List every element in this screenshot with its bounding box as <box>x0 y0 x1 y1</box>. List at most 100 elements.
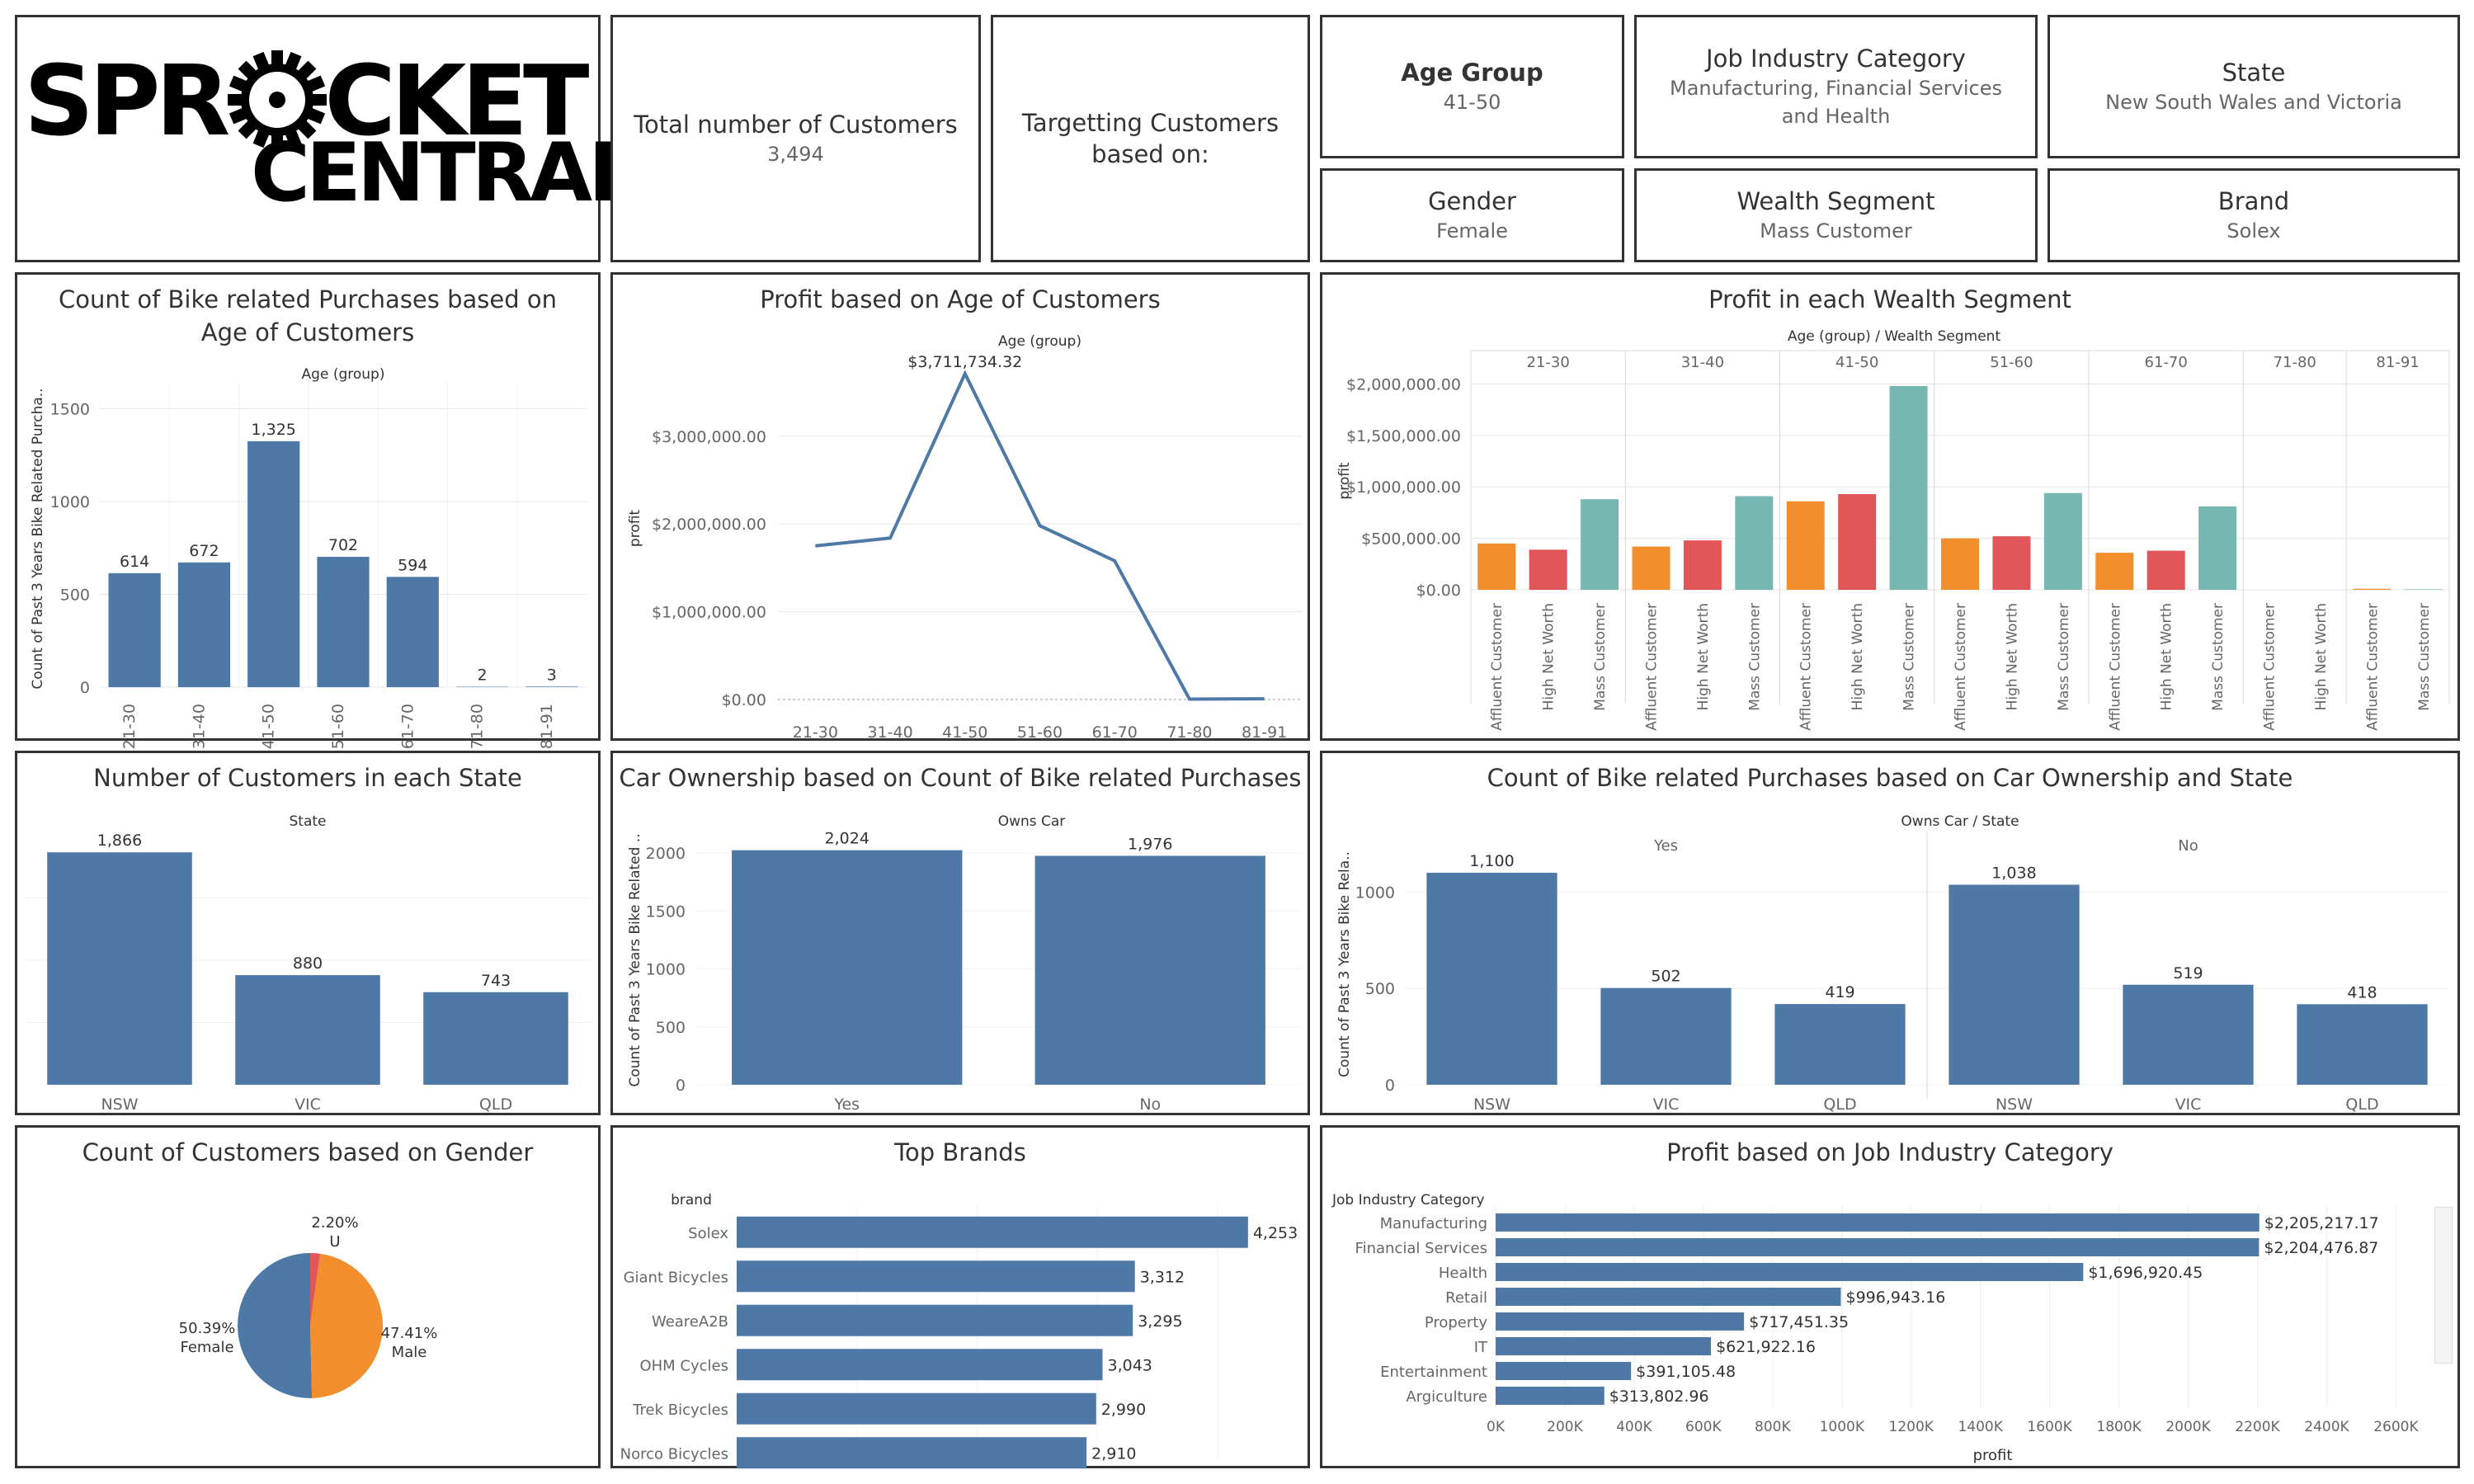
y-tick-label: Argiculture <box>1406 1388 1487 1406</box>
y-tick-label: 0 <box>1385 1076 1395 1095</box>
y-tick-label: $1,000,000.00 <box>1346 478 1461 497</box>
x-tick-label: VIC <box>2175 1095 2202 1114</box>
filter-label: Job Industry Category <box>1706 45 1966 73</box>
filter-label: Age Group <box>1401 59 1543 87</box>
y-tick-label: Trek Bicycles <box>632 1402 728 1419</box>
bar <box>1496 1238 2260 1256</box>
filter-brand: Brand Solex <box>2048 168 2460 262</box>
x-tick-label: 41-50 <box>942 723 987 742</box>
y-tick-label: $500,000.00 <box>1361 530 1461 549</box>
y-tick-label: Property <box>1425 1314 1488 1331</box>
bar <box>247 440 300 687</box>
filter-label: State <box>2222 59 2286 87</box>
bar <box>1889 385 1928 590</box>
bar <box>1477 543 1516 590</box>
y-tick-label: Financial Services <box>1355 1240 1487 1257</box>
x-tick-label: Affluent Customer <box>1489 603 1506 731</box>
bar <box>2043 492 2082 590</box>
x-tick-label: High Net Worth <box>1850 603 1866 710</box>
bar <box>2297 1004 2428 1085</box>
data-label: $996,943.16 <box>1845 1288 1945 1307</box>
bar <box>1496 1288 1841 1306</box>
y-tick-label: Health <box>1439 1265 1487 1282</box>
x-tick-label: 1800K <box>2096 1419 2142 1435</box>
y-tick-label: Giant Bicycles <box>624 1269 728 1286</box>
scrollbar[interactable] <box>2434 1207 2453 1364</box>
chart-car-ownership: Owns Car Count of Past 3 Years Bike Relat… <box>627 813 1302 1114</box>
x-tick-label: 2000K <box>2165 1419 2211 1435</box>
bar <box>1735 496 1774 590</box>
bar <box>108 572 161 687</box>
x-tick-label: 21-30 <box>120 704 139 749</box>
x-tick-label: High Net Worth <box>1695 603 1712 710</box>
bar <box>317 557 370 687</box>
x-tick-label: Affluent Customer <box>2262 603 2278 731</box>
x-tick-label: High Net Worth <box>2004 603 2020 710</box>
data-label: 1,100 <box>1469 852 1514 870</box>
kpi-value: 3,494 <box>767 143 824 166</box>
x-tick-label: 51-60 <box>1017 723 1063 742</box>
data-label: $621,922.16 <box>1716 1338 1816 1356</box>
y-tick-label: WeareA2B <box>652 1313 728 1331</box>
x-axis-title: Age (group) <box>302 366 385 383</box>
y-tick-label: $3,000,000.00 <box>652 428 766 446</box>
data-label: 4,253 <box>1253 1224 1298 1242</box>
chart-top-brands: brand Solex 4,253 Giant Bicycles 3,312 WeareA… <box>620 1192 1298 1469</box>
filter-job-industry: Job Industry Category Manufacturing, Fin… <box>1634 15 2038 158</box>
x-tick-label: Mass Customer <box>1901 603 1918 711</box>
chart-profit-age: Age (group) profit $0.00 $1,000,000.00 $2,00… <box>627 333 1302 742</box>
y-tick-label: Entertainment <box>1380 1364 1487 1381</box>
x-tick-label: Mass Customer <box>2056 603 2072 711</box>
logo-text-top: SPR CKET <box>24 44 589 158</box>
data-label: 672 <box>189 542 219 560</box>
chart-title: Profit based on Job Industry Category <box>1666 1138 2114 1166</box>
slice-percent-label: 47.41% <box>381 1325 438 1342</box>
chart-car-ownership-panel: Car Ownership based on Count of Bike rel… <box>610 751 1310 1115</box>
data-label: 3,295 <box>1138 1312 1182 1331</box>
bar <box>737 1437 1087 1469</box>
chart-gender: 50.39% Female 2.20%U 47.41% Male <box>179 1214 438 1398</box>
data-label: 419 <box>1825 983 1854 1001</box>
bar <box>1941 538 1979 590</box>
x-tick-label: 31-40 <box>867 723 912 742</box>
x-tick-label: 1600K <box>2027 1419 2072 1435</box>
chart-title: Car Ownership based on Count of Bike rel… <box>619 764 1302 792</box>
bar <box>2123 984 2254 1085</box>
bar <box>1683 540 1722 590</box>
x-tick-label: 200K <box>1547 1419 1583 1435</box>
bar <box>737 1216 1248 1248</box>
chart-title: Top Brands <box>894 1138 1026 1166</box>
group-label: 61-70 <box>2145 354 2188 371</box>
x-tick-label: 2200K <box>2235 1419 2280 1435</box>
bar <box>1774 1004 1906 1085</box>
x-tick-label: Affluent Customer <box>2364 603 2381 731</box>
x-axis-title: profit <box>1973 1447 2013 1464</box>
x-tick-label: 2600K <box>2373 1419 2419 1435</box>
x-tick-label: Mass Customer <box>2416 603 2433 711</box>
bar <box>2198 506 2237 590</box>
data-label: 519 <box>2173 964 2203 982</box>
y-axis-title: Count of Past 3 Years Bike Related Purch… <box>30 388 46 689</box>
y-tick-label: Retail <box>1445 1289 1487 1307</box>
x-tick-label: 600K <box>1685 1419 1722 1435</box>
bar <box>1496 1387 1605 1405</box>
x-tick-label: 2400K <box>2304 1419 2349 1435</box>
x-tick-label: QLD <box>479 1095 512 1114</box>
data-label: 2 <box>478 667 488 685</box>
y-tick-label: IT <box>1474 1339 1488 1356</box>
data-label: $3,711,734.32 <box>907 353 1022 371</box>
data-label: 2,990 <box>1101 1401 1146 1419</box>
x-tick-label: 61-70 <box>1092 723 1138 742</box>
bar <box>737 1349 1103 1381</box>
x-axis-title: Owns Car / State <box>1901 813 2019 830</box>
bar <box>1426 873 1557 1085</box>
chart-title: Number of Customers in each State <box>93 764 522 792</box>
group-label: 31-40 <box>1681 354 1724 371</box>
slice-name-label: U <box>329 1233 340 1251</box>
bar <box>2095 553 2134 590</box>
kpi-total-customers: Total number of Customers 3,494 <box>610 15 981 262</box>
group-label: 71-80 <box>2274 354 2316 371</box>
y-tick-label: 500 <box>656 1019 686 1037</box>
chart-gender-panel: Count of Customers based on Gender 50.39… <box>15 1125 601 1468</box>
x-tick-label: QLD <box>1823 1095 1856 1114</box>
